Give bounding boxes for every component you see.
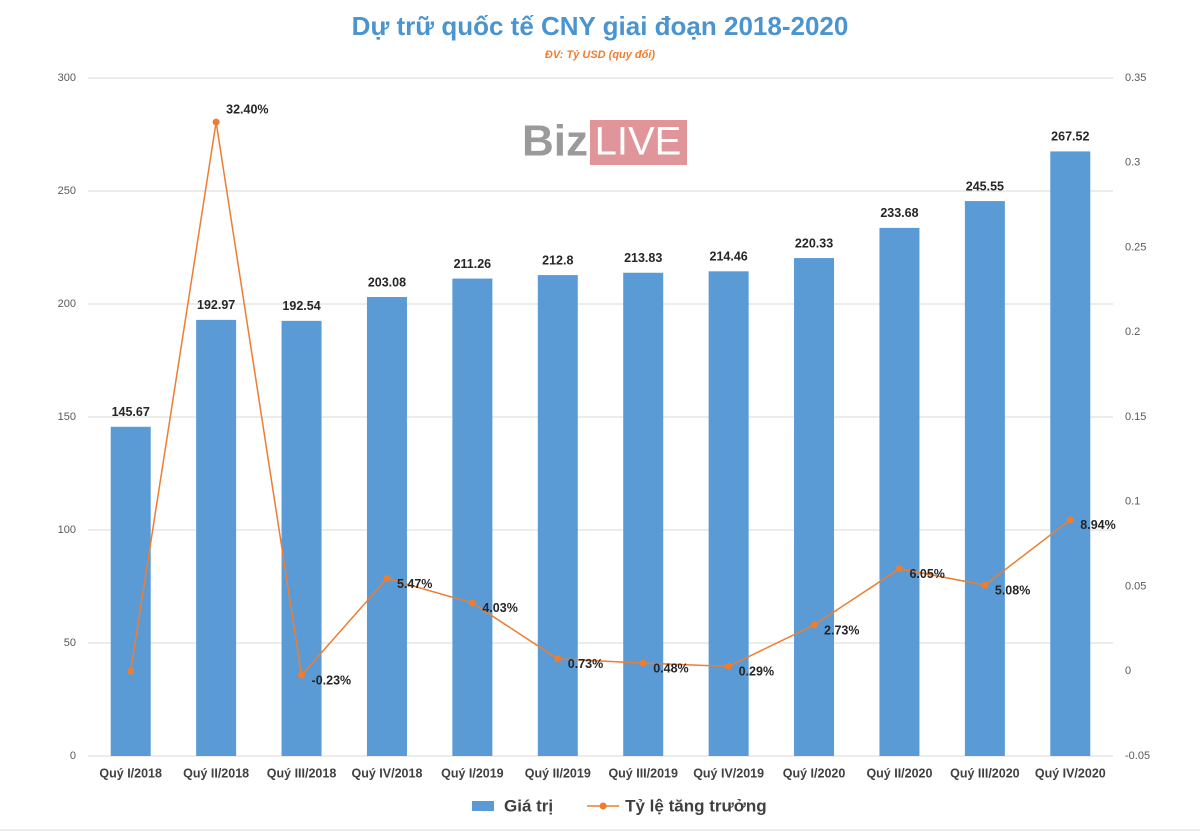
line-value-label: 4.03%	[482, 601, 517, 615]
line-value-label: 0.48%	[653, 661, 688, 675]
bar	[1050, 151, 1091, 757]
line-value-label: 8.94%	[1080, 518, 1115, 532]
logo-right: LIVE	[595, 120, 682, 164]
line-value-label: 0.29%	[739, 665, 774, 679]
y-tick-label: 200	[58, 298, 76, 310]
x-tick-label: Quý II/2020	[866, 766, 932, 780]
legend-swatch	[599, 802, 607, 810]
x-tick-label: Quý III/2020	[950, 766, 1020, 780]
x-tick-label: Quý I/2020	[783, 766, 846, 780]
bar-value-label: 245.55	[966, 179, 1004, 193]
x-tick-label: Quý I/2018	[99, 766, 162, 780]
chart-title: Dự trữ quốc tế CNY giai đoạn 2018-2020	[352, 11, 849, 41]
y-tick-label: 300	[58, 72, 76, 84]
line-value-label: 0.73%	[568, 657, 603, 671]
x-tick-label: Quý IV/2020	[1035, 766, 1106, 780]
bar	[196, 319, 237, 756]
y2-tick-label: 0.1	[1125, 496, 1140, 508]
x-tick-label: Quý III/2019	[608, 766, 678, 780]
bar-value-label: 267.52	[1051, 130, 1089, 144]
line-marker	[127, 667, 135, 675]
line-marker	[1066, 516, 1074, 524]
y-tick-label: 250	[58, 185, 76, 197]
y2-tick-label: 0	[1125, 665, 1131, 677]
line-marker	[725, 662, 733, 670]
y2-tick-label: 0.35	[1125, 72, 1146, 84]
line-value-label: 5.47%	[397, 577, 432, 591]
y2-tick-label: 0.2	[1125, 326, 1140, 338]
bar-value-label: 211.26	[454, 257, 492, 271]
bar	[708, 271, 749, 756]
legend-swatch	[472, 801, 494, 811]
line-value-label: 2.73%	[824, 623, 859, 637]
line-marker	[383, 575, 391, 583]
bar-value-label: 192.54	[282, 299, 320, 313]
line-value-label: 5.08%	[995, 583, 1030, 597]
y2-tick-label: -0.05	[1125, 750, 1150, 762]
y2-tick-label: 0.3	[1125, 157, 1140, 169]
y-tick-label: 150	[58, 411, 76, 423]
x-tick-label: Quý I/2019	[441, 766, 504, 780]
line-marker	[468, 599, 476, 607]
line-marker	[212, 118, 220, 126]
bar	[623, 272, 664, 756]
bar-value-label: 213.83	[624, 251, 662, 265]
x-tick-label: Quý IV/2018	[352, 766, 423, 780]
y-tick-label: 50	[64, 637, 76, 649]
line-marker	[895, 565, 903, 573]
bar-value-label: 192.97	[197, 298, 235, 312]
line	[129, 121, 1071, 677]
logo-box	[590, 120, 687, 165]
line-value-label: -0.23%	[312, 673, 352, 687]
line-value-label: 32.40%	[226, 102, 268, 116]
line-marker	[298, 671, 306, 679]
line-marker	[981, 581, 989, 589]
y2-tick-label: 0.15	[1125, 411, 1146, 423]
logo: Biz LIVE	[522, 117, 687, 166]
bar-value-label: 203.08	[368, 275, 406, 289]
bar-value-label: 220.33	[795, 236, 833, 250]
bar	[537, 275, 578, 756]
x-tick-label: Quý II/2019	[525, 766, 591, 780]
bar	[964, 201, 1005, 756]
y-tick-label: 0	[70, 750, 76, 762]
bar-value-label: 233.68	[880, 206, 918, 220]
logo-left: Biz	[522, 117, 588, 166]
x-tick-label: Quý II/2018	[183, 766, 249, 780]
line-marker	[554, 655, 562, 663]
bar	[281, 320, 322, 756]
line-value-label: 6.05%	[909, 567, 944, 581]
x-tick-label: Quý III/2018	[267, 766, 337, 780]
legend-label: Tỷ lệ tăng trưởng	[625, 796, 767, 815]
bar-value-label: 212.8	[542, 253, 573, 267]
bar	[366, 297, 407, 756]
line-marker	[639, 659, 647, 667]
bar	[879, 227, 920, 757]
y2-tick-label: 0.25	[1125, 241, 1146, 253]
bar	[794, 258, 835, 756]
bar-value-label: 145.67	[112, 405, 150, 419]
bar-value-label: 214.46	[710, 250, 748, 264]
line-marker	[810, 621, 818, 629]
x-tick-label: Quý IV/2019	[693, 766, 764, 780]
bar	[452, 278, 493, 756]
y2-tick-label: 0.05	[1125, 580, 1146, 592]
bar	[110, 426, 151, 756]
chart-subtitle: ĐV: Tỷ USD (quy đổi)	[545, 49, 656, 61]
y-tick-label: 100	[58, 524, 76, 536]
legend-label: Giá trị	[504, 796, 553, 815]
